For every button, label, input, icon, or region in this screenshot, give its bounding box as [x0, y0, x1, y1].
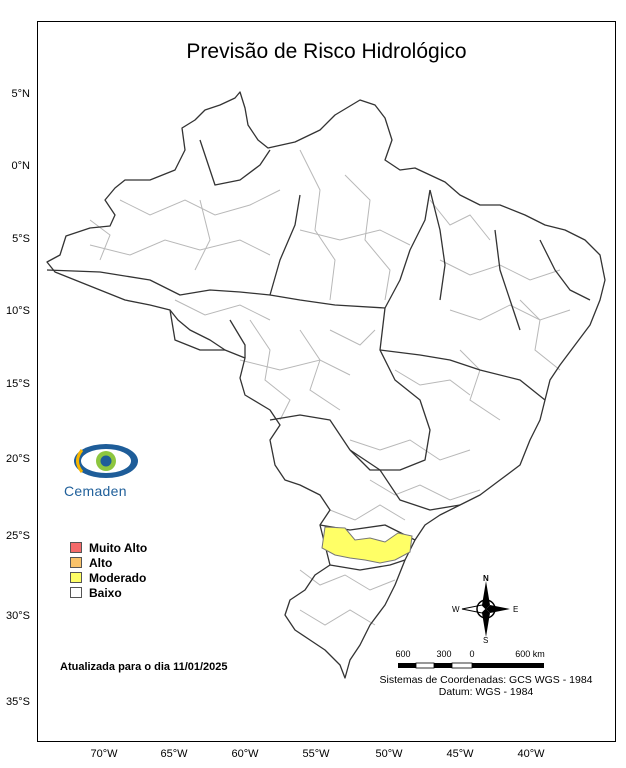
compass-w: W	[452, 605, 460, 614]
scale-label-300: 300	[436, 649, 452, 659]
lat-label-25s: 25°S	[6, 530, 30, 542]
crs-line-2: Datum: WGS - 1984	[438, 686, 534, 698]
state-boundary	[539, 239, 591, 301]
coordinate-system-info: Sistemas de Coordenadas: GCS WGS - 1984 …	[366, 674, 606, 698]
lat-label-35s: 35°S	[6, 696, 30, 708]
legend-label: Baixo	[89, 585, 122, 600]
region-boundary	[249, 319, 291, 421]
compass-rose-icon: N S E W	[452, 575, 518, 643]
legend-label: Muito Alto	[89, 540, 148, 555]
region-boundary	[174, 299, 271, 321]
lat-label-20s: 20°S	[6, 453, 30, 465]
region-boundary	[194, 199, 211, 271]
scale-bar	[398, 662, 544, 669]
lon-label-70w: 70°W	[90, 748, 118, 760]
lon-label-65w: 65°W	[160, 748, 188, 760]
region-boundary	[349, 439, 471, 461]
state-boundary	[379, 349, 546, 401]
lon-label-50w: 50°W	[375, 748, 403, 760]
scale-label-600: 600	[395, 649, 411, 659]
legend: Muito Alto Alto Moderado Baixo	[70, 540, 147, 600]
lat-label-0: 0°N	[11, 160, 30, 172]
state-boundary	[384, 189, 431, 309]
risk-region-moderado	[321, 526, 413, 564]
state-boundary	[229, 319, 246, 358]
lon-label-40w: 40°W	[517, 748, 545, 760]
legend-swatch	[70, 587, 82, 598]
lat-label-30s: 30°S	[6, 610, 30, 622]
map-frame	[37, 21, 616, 742]
lon-label-45w: 45°W	[446, 748, 474, 760]
region-boundary	[344, 174, 391, 301]
map-title: Previsão de Risco Hidrológico	[186, 40, 467, 63]
updated-date-text: Atualizada para o dia 11/01/2025	[60, 661, 228, 673]
region-boundary	[299, 569, 396, 591]
lon-label-60w: 60°W	[231, 748, 259, 760]
legend-item-moderado: Moderado	[70, 570, 147, 585]
compass-s: S	[483, 636, 488, 643]
legend-label: Alto	[89, 555, 113, 570]
region-boundary	[449, 304, 571, 321]
state-boundary	[169, 309, 225, 351]
lon-label-55w: 55°W	[302, 748, 330, 760]
scale-label-0: 0	[469, 649, 475, 659]
legend-label: Moderado	[89, 570, 147, 585]
region-boundary	[89, 219, 111, 261]
state-boundary	[269, 414, 351, 451]
region-boundary	[329, 504, 406, 521]
state-boundary	[199, 139, 271, 186]
lat-label-15s: 15°S	[6, 378, 30, 390]
cemaden-logo	[74, 444, 138, 478]
legend-item-alto: Alto	[70, 555, 147, 570]
state-boundary	[494, 229, 521, 331]
legend-swatch	[70, 557, 82, 568]
lat-label-5s: 5°S	[12, 233, 30, 245]
lat-label-10s: 10°S	[6, 305, 30, 317]
region-boundary	[394, 369, 471, 396]
region-boundary	[89, 239, 271, 256]
compass-n: N	[483, 575, 489, 583]
scale-label-600km: 600 km	[515, 649, 545, 659]
legend-swatch	[70, 572, 82, 583]
region-boundary	[299, 229, 411, 246]
country-outline	[46, 91, 606, 679]
region-boundary	[329, 329, 376, 346]
region-boundary	[369, 479, 481, 501]
crs-line-1: Sistemas de Coordenadas: GCS WGS - 1984	[379, 674, 593, 686]
legend-swatch	[70, 542, 82, 553]
state-boundary	[349, 449, 461, 511]
region-boundary	[299, 609, 376, 626]
region-boundary	[519, 299, 561, 371]
state-boundary	[269, 194, 301, 296]
state-boundary	[429, 189, 446, 301]
lat-label-5n: 5°N	[11, 88, 30, 100]
region-boundary	[299, 329, 341, 411]
region-boundary	[299, 149, 336, 301]
state-boundary	[329, 559, 406, 571]
logo-text: Cemaden	[64, 483, 127, 499]
legend-item-baixo: Baixo	[70, 585, 147, 600]
region-boundary	[429, 199, 491, 241]
region-boundary	[459, 349, 501, 421]
region-boundary	[119, 189, 281, 216]
region-boundary	[239, 359, 351, 376]
compass-e: E	[513, 605, 518, 614]
legend-item-muito-alto: Muito Alto	[70, 540, 147, 555]
state-boundary	[46, 269, 386, 309]
